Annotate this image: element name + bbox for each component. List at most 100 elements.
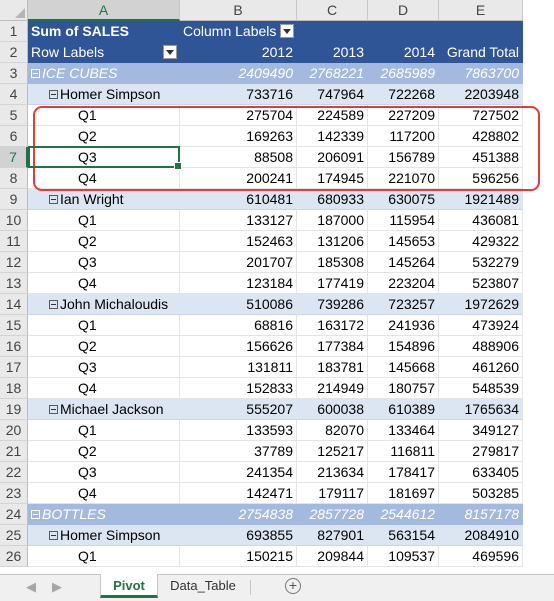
value-cell[interactable]: 503285 [439,483,523,504]
value-cell[interactable]: 693855 [180,525,297,546]
quarter-label[interactable]: Q1 [28,210,180,231]
value-cell[interactable]: 109537 [368,546,439,567]
quarter-label[interactable]: Q1 [28,420,180,441]
value-cell[interactable]: 600038 [297,399,368,420]
quarter-label[interactable]: Q2 [28,336,180,357]
value-cell[interactable]: 142471 [180,483,297,504]
quarter-label[interactable]: Q4 [28,273,180,294]
quarter-label[interactable]: Q1 [28,315,180,336]
value-cell[interactable]: 532279 [439,252,523,273]
value-cell[interactable]: 224589 [297,105,368,126]
column-labels-filter[interactable]: Column Labels [180,21,297,42]
value-cell[interactable]: 451388 [439,147,523,168]
row-header[interactable]: 10 [0,210,28,231]
value-cell[interactable]: 169263 [180,126,297,147]
value-cell[interactable]: 68816 [180,315,297,336]
row-labels-filter[interactable]: Row Labels [28,42,180,63]
value-cell[interactable]: 200241 [180,168,297,189]
value-cell[interactable]: 82070 [297,420,368,441]
quarter-label[interactable]: Q1 [28,546,180,567]
value-cell[interactable]: 473924 [439,315,523,336]
product-label[interactable]: ICE CUBES [28,63,180,84]
collapse-icon[interactable] [49,89,58,99]
quarter-label[interactable]: Q3 [28,357,180,378]
value-cell[interactable]: 2084910 [439,525,523,546]
value-cell[interactable]: 723257 [368,294,439,315]
value-cell[interactable]: 206091 [297,147,368,168]
value-cell[interactable]: 223204 [368,273,439,294]
value-cell[interactable]: 739286 [297,294,368,315]
value-cell[interactable]: 2754838 [180,504,297,525]
quarter-label[interactable]: Q4 [28,378,180,399]
scroll-right-icon[interactable]: ▶ [52,579,62,594]
value-cell[interactable]: 548539 [439,378,523,399]
value-cell[interactable]: 185308 [297,252,368,273]
row-header[interactable]: 20 [0,420,28,441]
row-header[interactable]: 25 [0,525,28,546]
tab-data-table[interactable]: Data_Table [170,578,236,593]
salesperson-label[interactable]: John Michaloudis [28,294,180,315]
value-cell[interactable]: 555207 [180,399,297,420]
value-cell[interactable]: 178417 [368,462,439,483]
row-header[interactable]: 15 [0,315,28,336]
row-header[interactable]: 17 [0,357,28,378]
row-header[interactable]: 8 [0,168,28,189]
row-header[interactable]: 23 [0,483,28,504]
collapse-icon[interactable] [49,530,58,540]
value-cell[interactable]: 1921489 [439,189,523,210]
value-cell[interactable]: 156626 [180,336,297,357]
value-cell[interactable]: 1972629 [439,294,523,315]
quarter-label[interactable]: Q1 [28,105,180,126]
column-header-d[interactable]: D [368,0,439,21]
value-cell[interactable]: 8157178 [439,504,523,525]
value-cell[interactable]: 88508 [180,147,297,168]
collapse-icon[interactable] [49,404,58,414]
value-cell[interactable]: 180757 [368,378,439,399]
value-cell[interactable]: 154896 [368,336,439,357]
row-header[interactable]: 26 [0,546,28,567]
value-cell[interactable]: 116811 [368,441,439,462]
value-cell[interactable]: 279817 [439,441,523,462]
collapse-icon[interactable] [31,509,40,519]
value-cell[interactable]: 2409490 [180,63,297,84]
column-header-e[interactable]: E [439,0,523,21]
tab-pivot[interactable]: Pivot [100,574,158,598]
value-cell[interactable]: 145264 [368,252,439,273]
value-cell[interactable]: 523807 [439,273,523,294]
value-cell[interactable]: 142339 [297,126,368,147]
row-header[interactable]: 7 [0,147,28,168]
value-cell[interactable]: 183781 [297,357,368,378]
row-header[interactable]: 16 [0,336,28,357]
value-cell[interactable]: 469596 [439,546,523,567]
select-all-corner[interactable] [0,0,28,21]
header-cell[interactable] [439,21,523,42]
collapse-icon[interactable] [31,68,40,78]
value-cell[interactable]: 241936 [368,315,439,336]
value-cell[interactable]: 596256 [439,168,523,189]
value-cell[interactable]: 131206 [297,231,368,252]
value-cell[interactable]: 2857728 [297,504,368,525]
year-header[interactable]: 2013 [297,42,368,63]
row-labels-dropdown-icon[interactable] [163,45,177,59]
value-cell[interactable]: 123184 [180,273,297,294]
salesperson-label[interactable]: Ian Wright [28,189,180,210]
value-cell[interactable]: 163172 [297,315,368,336]
value-cell[interactable]: 680933 [297,189,368,210]
value-cell[interactable]: 214949 [297,378,368,399]
column-labels-dropdown-icon[interactable] [280,24,294,38]
value-cell[interactable]: 747964 [297,84,368,105]
value-cell[interactable]: 2544612 [368,504,439,525]
year-header[interactable]: 2012 [180,42,297,63]
value-cell[interactable]: 181697 [368,483,439,504]
pivot-values-label[interactable]: Sum of SALES [28,21,180,42]
value-cell[interactable]: 156789 [368,147,439,168]
value-cell[interactable]: 488906 [439,336,523,357]
value-cell[interactable]: 563154 [368,525,439,546]
value-cell[interactable]: 428802 [439,126,523,147]
row-header[interactable]: 22 [0,462,28,483]
row-header[interactable]: 2 [0,42,28,63]
column-header-a[interactable]: A [28,0,180,21]
collapse-icon[interactable] [49,299,58,309]
add-sheet-icon[interactable]: + [285,578,301,594]
row-header[interactable]: 18 [0,378,28,399]
